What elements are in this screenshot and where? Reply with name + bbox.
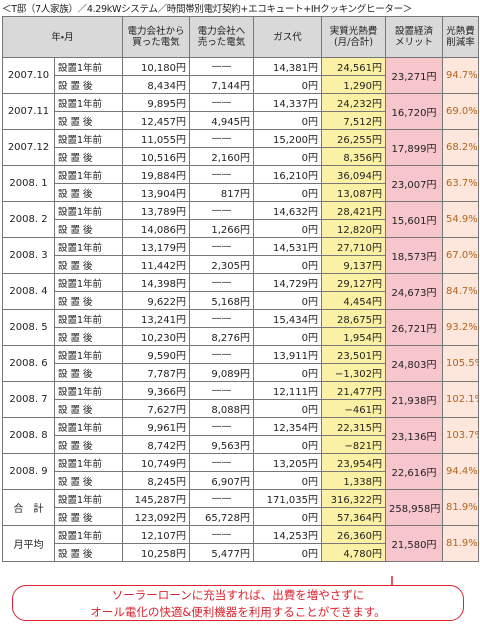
row-label: 設 置 後	[53, 543, 124, 562]
callout: ソーラーローンに充当すれば、出費を増やさずに オール電化の快適&便利機器を利用す…	[12, 585, 464, 621]
rate-cell: 84.7%	[442, 273, 480, 310]
value-cell: 0円	[253, 543, 323, 562]
period-cell: 月平均	[2, 525, 55, 562]
rate-cell: 102.1%	[442, 381, 480, 418]
rate-cell: 105.5%	[442, 345, 480, 382]
merit-cell: 15,601円	[385, 201, 444, 238]
row-label: 設置1年前	[53, 489, 124, 508]
rate-cell: 68.2%	[442, 129, 480, 166]
table-row: 2007.10 設置1年前 10,180円 —— 14,381円 24,561円 23,27…	[2, 57, 480, 94]
header-row: 年・月 電力会社から 買った電気 電力会社へ 売った電気 ガス代 実質光熱費 (月/合計…	[1, 16, 480, 58]
table-row: 2008. 6 設置1年前 9,590円 —— 13,911円 23,501円 24,803…	[2, 345, 480, 382]
period-cell: 2008. 2	[2, 201, 55, 238]
header-cell: 光熱費 削減率	[442, 16, 480, 58]
header-cell: 実質光熱費 (月/合計)	[321, 16, 387, 58]
value-cell: 1,338円	[321, 471, 387, 490]
table-row: 2008. 3 設置1年前 13,179円 —— 14,531円 27,710円 18,57…	[2, 237, 480, 274]
value-cell: 1,290円	[321, 75, 387, 94]
value-cell: 23,954円	[321, 453, 387, 472]
period-cell: 2008. 3	[2, 237, 55, 274]
value-cell: 24,561円	[321, 57, 387, 76]
value-cell: 316,322円	[321, 489, 387, 508]
table-row: 設 置 後 9,622円 5,168円 0円 4,454円	[3, 291, 479, 310]
merit-cell: 22,616円	[385, 453, 444, 490]
rate-cell: 103.7%	[442, 417, 480, 454]
value-cell: 9,137円	[321, 255, 387, 274]
data-table: 年・月 電力会社から 買った電気 電力会社へ 売った電気 ガス代 実質光熱費 (月/合計…	[1, 16, 480, 562]
value-cell: 28,421円	[321, 201, 387, 220]
rate-cell: 54.9%	[442, 201, 480, 238]
value-cell: 22,315円	[321, 417, 387, 436]
table-row: 設 置 後 7,787円 9,089円 0円 −1,302円	[3, 363, 479, 382]
header-cell: 年・月	[1, 16, 124, 58]
table-row: 2008. 7 設置1年前 9,366円 —— 12,111円 21,477円 21,938…	[2, 381, 480, 418]
value-cell: 4,780円	[321, 543, 387, 562]
table-row: 設 置 後 123,092円 65,728円 0円 57,364円	[3, 507, 479, 526]
period-cell: 2008. 6	[2, 345, 55, 382]
rate-cell: 81.9%	[442, 489, 480, 526]
value-cell: 1,954円	[321, 327, 387, 346]
table-row: 2008. 9 設置1年前 10,749円 —— 13,205円 23,954円 22,61…	[2, 453, 480, 490]
table-row: 2008. 1 設置1年前 19,884円 —— 16,210円 36,094円 23,00…	[2, 165, 480, 202]
merit-cell: 258,958円	[385, 489, 444, 526]
header-cell: ガス代	[253, 16, 323, 58]
rate-cell: 94.4%	[442, 453, 480, 490]
value-cell: 57,364円	[321, 507, 387, 526]
callout-line: オール電化の快適&便利機器を利用することができます。	[90, 605, 386, 619]
row-label: 設 置 後	[53, 291, 124, 310]
merit-cell: 23,007円	[385, 165, 444, 202]
table-row: 設 置 後 11,442円 2,305円 0円 9,137円	[3, 255, 479, 274]
value-cell: −821円	[321, 435, 387, 454]
rate-cell: 94.7%	[442, 57, 480, 94]
table-row: 2008. 4 設置1年前 14,398円 —— 14,729円 29,127円 24,67…	[2, 273, 480, 310]
table-row: 設 置 後 10,258円 5,477円 0円 4,780円	[3, 543, 479, 562]
header-cell: 電力会社へ 売った電気	[189, 16, 255, 58]
merit-cell: 23,136円	[385, 417, 444, 454]
table-row: 2007.11 設置1年前 9,895円 —— 14,337円 24,232円 16,720…	[2, 93, 480, 130]
table-body: 2007.10 設置1年前 10,180円 —— 14,381円 24,561円 23,27…	[2, 57, 480, 562]
header-cell: 電力会社から 買った電気	[122, 16, 191, 58]
table-row: 2008. 2 設置1年前 13,789円 —— 14,632円 28,421円 15,60…	[2, 201, 480, 238]
rate-cell: 93.2%	[442, 309, 480, 346]
merit-cell: 16,720円	[385, 93, 444, 130]
value-cell: 7,512円	[321, 111, 387, 130]
value-cell: 27,710円	[321, 237, 387, 256]
value-cell: 26,255円	[321, 129, 387, 148]
merit-cell: 24,803円	[385, 345, 444, 382]
period-cell: 2008. 7	[2, 381, 55, 418]
period-cell: 2008. 1	[2, 165, 55, 202]
rate-cell: 81.9%	[442, 525, 480, 562]
row-label: 設 置 後	[53, 399, 124, 418]
table-row: 設 置 後 8,742円 9,563円 0円 −821円	[3, 435, 479, 454]
title: ＜T邸（7人家族）／4.29kWシステム／時間帯別電灯契約+エコキュート+IHク…	[2, 4, 412, 15]
merit-cell: 21,580円	[385, 525, 444, 562]
value-cell: 12,820円	[321, 219, 387, 238]
merit-cell: 23,271円	[385, 57, 444, 94]
period-cell: 2007.11	[2, 93, 55, 130]
rate-cell: 63.7%	[442, 165, 480, 202]
table-row: 設 置 後 8,245円 6,907円 0円 1,338円	[3, 471, 479, 490]
value-cell: 28,675円	[321, 309, 387, 328]
value-cell: 4,454円	[321, 291, 387, 310]
rate-cell: 69.0%	[442, 93, 480, 130]
value-cell: 5,477円	[189, 543, 255, 562]
table-row: 設 置 後 14,086円 1,266円 0円 12,820円	[3, 219, 479, 238]
table-row: 2008. 8 設置1年前 9,961円 —— 12,354円 22,315円 23,136…	[2, 417, 480, 454]
value-cell: 23,501円	[321, 345, 387, 364]
table-header: 年・月 電力会社から 買った電気 電力会社へ 売った電気 ガス代 実質光熱費 (月/合計…	[1, 16, 480, 58]
callout-line: ソーラーローンに充当すれば、出費を増やさずに	[111, 588, 365, 602]
table-row: 設 置 後 10,230円 8,276円 0円 1,954円	[3, 327, 479, 346]
merit-cell: 21,938円	[385, 381, 444, 418]
value-cell: 10,258円	[122, 543, 191, 562]
value-cell: 29,127円	[321, 273, 387, 292]
header-cell: 設置経済 メリット	[385, 16, 444, 58]
period-cell: 2007.12	[2, 129, 55, 166]
